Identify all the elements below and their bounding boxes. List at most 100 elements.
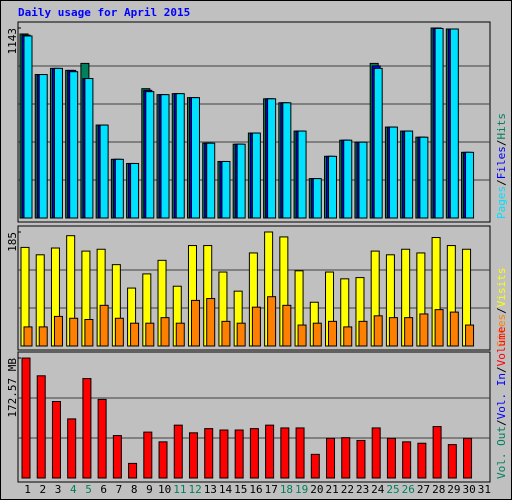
x-tick-label: 30 [463,483,476,496]
x-tick-label: 21 [326,483,339,496]
bar [449,28,459,219]
legend-entry: Vol. Out [495,426,508,479]
bar [267,296,277,347]
bar [388,317,398,347]
bar [204,428,214,479]
bar [402,441,412,479]
bar [312,322,322,347]
bar [82,378,92,479]
bar [251,306,261,347]
bar [343,139,353,219]
bar [312,178,322,219]
legend-separator: / [495,366,508,373]
x-tick-label: 19 [295,483,308,496]
bar [404,317,414,347]
legend-entry: Vol. In [495,373,508,419]
bar [236,143,246,219]
x-tick-label: 1 [24,483,31,496]
bar [38,326,48,347]
bar [69,71,79,219]
bar [465,324,475,347]
bar [143,431,153,479]
legend-entry: Files [495,146,508,179]
bar [434,309,444,347]
bar [69,317,79,347]
legend-separator: / [495,419,508,426]
bar [373,315,383,347]
x-tick-label: 24 [371,483,385,496]
bar [99,304,109,347]
bar [388,126,398,219]
bar [432,426,442,479]
bar [358,320,368,347]
bar [53,315,63,347]
x-tick-label: 31 [478,483,491,496]
bar [404,130,414,219]
bar [51,401,61,479]
bar [221,160,231,219]
x-tick-label: 25 [386,483,399,496]
bar [328,320,338,347]
bar [21,357,31,479]
x-tick-label: 3 [55,483,62,496]
x-tick-label: 29 [447,483,460,496]
legend-entry: Visits [495,268,508,308]
bar [326,437,336,479]
x-tick-label: 14 [219,483,233,496]
bar [417,442,427,479]
x-tick-label: 12 [188,483,201,496]
bar [36,375,46,479]
legend-entry: Sites [495,314,508,347]
bar [206,142,216,219]
x-tick-label: 10 [158,483,171,496]
y-tick-label: 1143 [6,28,19,55]
bar [190,97,200,219]
x-tick-label: 6 [100,483,107,496]
bar [112,435,122,479]
bar [463,437,473,479]
x-tick-label: 20 [310,483,323,496]
bar [175,322,185,347]
x-tick-label: 23 [356,483,369,496]
x-tick-label: 9 [146,483,153,496]
bar [128,462,138,479]
legend-separator: / [495,179,508,186]
bar [341,437,351,479]
bar [280,427,290,479]
x-tick-label: 28 [432,483,445,496]
bar [449,311,459,347]
x-tick-label: 5 [85,483,92,496]
bar [188,432,198,479]
legend: Pages/Files/Hits [495,113,508,219]
x-tick-label: 15 [234,483,247,496]
bar [158,441,168,479]
bar [145,322,155,347]
bar [297,324,307,347]
bar [282,304,292,347]
x-tick-label: 22 [341,483,354,496]
bar [206,298,216,347]
legend-entry: Volume [495,327,508,367]
bar [99,124,109,219]
bar [23,326,33,347]
bar [343,326,353,347]
bar [175,93,185,219]
bar [249,428,259,479]
bar [419,136,429,219]
legend-separator: / [495,140,508,147]
bar [295,427,305,479]
y-tick-label: 185 [6,232,19,252]
bar [219,429,229,479]
bar [419,313,429,347]
bar [190,299,200,347]
legend: Sites/Visits [495,268,508,348]
bar [267,98,277,219]
bar [234,429,244,479]
bar [114,317,124,347]
bar [236,322,246,347]
legend-entry: Hits [495,113,508,140]
bar [160,317,170,347]
bar [251,132,261,219]
y-tick-label: 172.57 MB [6,358,19,418]
